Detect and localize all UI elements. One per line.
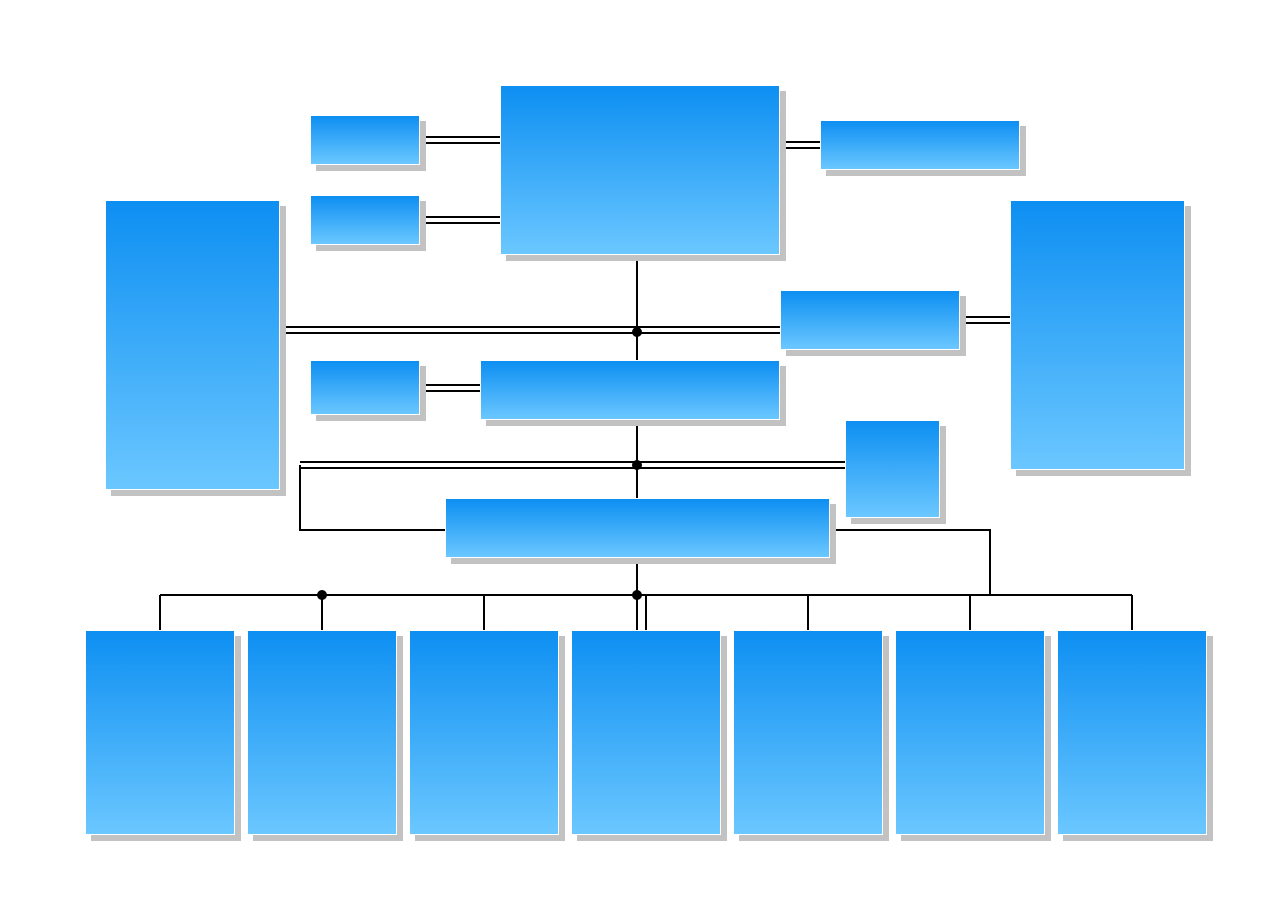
chart-node-leaf-1 bbox=[85, 630, 235, 835]
junction-dot bbox=[632, 460, 642, 470]
chart-node-leaf-3 bbox=[409, 630, 559, 835]
chart-node-leaf-5 bbox=[733, 630, 883, 835]
chart-node-small-b bbox=[310, 195, 420, 245]
chart-node-tall-left bbox=[105, 200, 280, 490]
connector-single bbox=[830, 530, 990, 595]
chart-node-mid-small bbox=[310, 360, 420, 415]
junction-dot bbox=[317, 590, 327, 600]
chart-node-mid-center bbox=[480, 360, 780, 420]
chart-node-small-a bbox=[310, 115, 420, 165]
junction-dot bbox=[632, 590, 642, 600]
chart-node-sq-right bbox=[845, 420, 940, 518]
chart-node-top bbox=[500, 85, 780, 255]
junction-dot bbox=[632, 327, 642, 337]
chart-node-mid-right-1 bbox=[780, 290, 960, 350]
chart-node-tall-right bbox=[1010, 200, 1185, 470]
chart-node-wide bbox=[445, 498, 830, 558]
connector-single bbox=[300, 465, 445, 530]
chart-node-leaf-7 bbox=[1057, 630, 1207, 835]
org-chart-diagram bbox=[0, 0, 1280, 904]
chart-node-leaf-6 bbox=[895, 630, 1045, 835]
chart-node-leaf-4 bbox=[571, 630, 721, 835]
chart-node-leaf-2 bbox=[247, 630, 397, 835]
chart-node-top-right bbox=[820, 120, 1020, 170]
